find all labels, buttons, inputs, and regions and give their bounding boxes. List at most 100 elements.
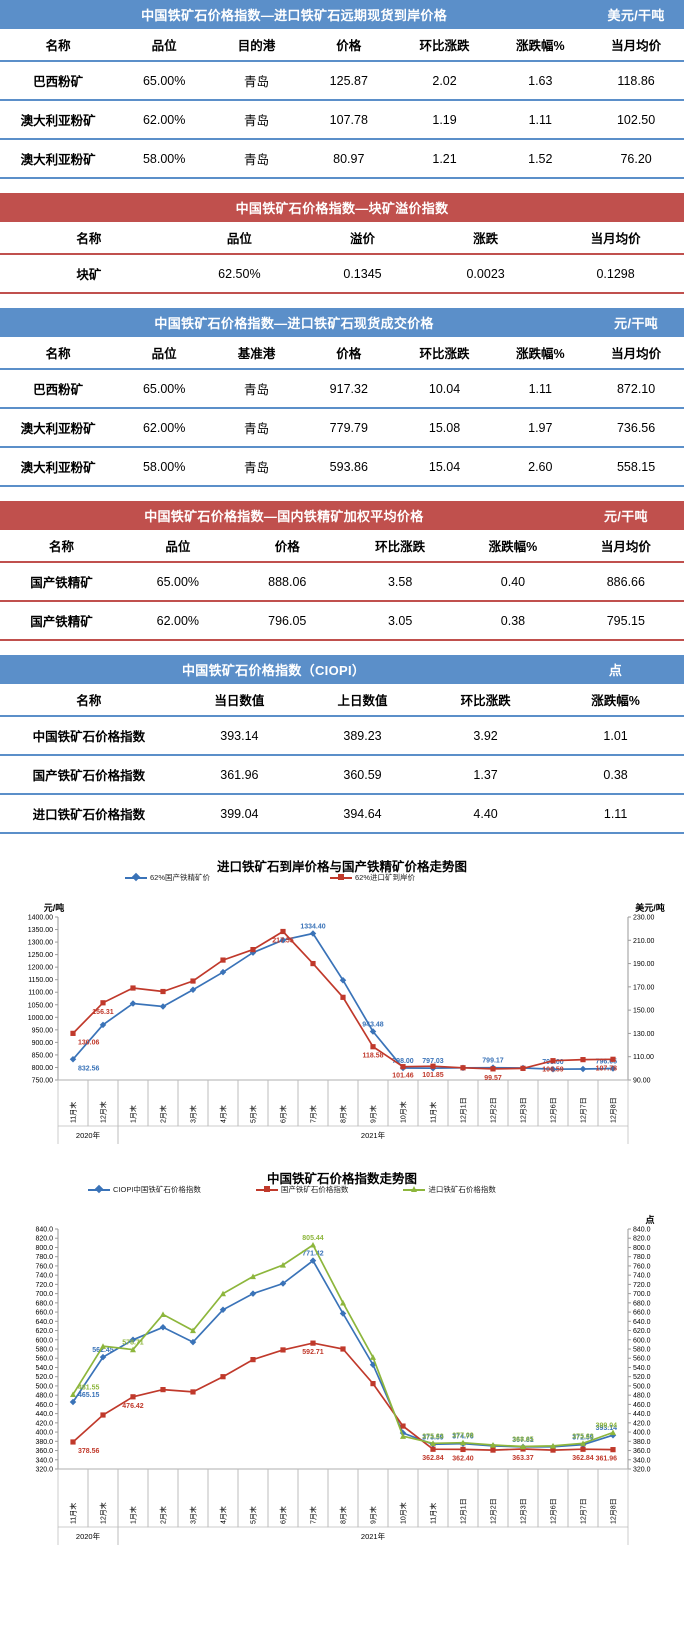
table-cell: 389.23 xyxy=(300,716,425,756)
table-cell: 558.15 xyxy=(588,447,684,487)
x-axis-category-label: 3月末 xyxy=(189,1506,198,1524)
legend-item[interactable]: 62%国产铁精矿价 xyxy=(125,872,210,883)
data-table-import-spot-trade-price: 中国铁矿石价格指数—进口铁矿石现货成交价格 元/干吨 名称 品位 基准港 价格 环比涨跌 涨跌… xyxy=(0,308,684,487)
y-axis-tick-label: 820.0 xyxy=(35,1236,53,1243)
data-point-label: 99.57 xyxy=(484,1075,502,1082)
legend-marker-icon xyxy=(255,1186,278,1192)
data-point-label: 796.05 xyxy=(596,1058,618,1065)
x-axis-category-label: 10月末 xyxy=(399,1502,408,1524)
x-axis-category-label: 12月6日 xyxy=(550,1097,558,1123)
y-axis-tick-label: 440.0 xyxy=(35,1411,53,1418)
y2-axis-tick-label: 170.00 xyxy=(633,984,655,991)
row-label: 巴西粉矿 xyxy=(0,369,117,409)
column-header: 基准港 xyxy=(212,337,301,370)
column-header: 涨跌幅% xyxy=(458,530,568,563)
x-axis-category-label: 12月7日 xyxy=(580,1097,588,1123)
data-point-label: 578.71 xyxy=(122,1340,144,1347)
table-cell: 795.15 xyxy=(567,601,684,641)
data-point-marker xyxy=(130,1346,136,1353)
table-unit-label: 点 xyxy=(547,655,684,684)
table-header-row: 名称 品位 溢价 涨跌 当月均价 xyxy=(0,222,684,255)
y-axis-tick-label: 740.0 xyxy=(35,1273,53,1280)
data-point-label: 118.58 xyxy=(362,1053,383,1060)
table-cell: 102.50 xyxy=(588,100,684,140)
x-axis-category-label: 7月末 xyxy=(309,1105,318,1123)
table-title-row: 中国铁矿石价格指数—进口铁矿石现货成交价格 元/干吨 xyxy=(0,308,684,337)
y-axis-tick-label: 540.0 xyxy=(35,1365,53,1372)
legend-label: 进口铁矿石价格指数 xyxy=(428,1185,496,1194)
table-cell: 1.11 xyxy=(492,369,589,409)
column-header: 当月均价 xyxy=(547,222,684,255)
data-point-label: 465.15 xyxy=(78,1392,100,1399)
row-label: 国产铁精矿 xyxy=(0,562,124,602)
series-line xyxy=(72,930,614,1070)
table-cell: 15.08 xyxy=(396,408,493,448)
y2-axis-tick-label: 110.00 xyxy=(633,1054,654,1061)
y2-axis-tick-label: 360.0 xyxy=(633,1448,651,1455)
y2-axis-tick-label: 580.0 xyxy=(633,1347,651,1354)
data-point-marker xyxy=(220,1290,226,1297)
legend-marker-icon xyxy=(403,1185,426,1192)
data-point-marker xyxy=(610,1429,616,1436)
data-point-marker xyxy=(610,1056,616,1062)
legend-item[interactable]: 进口铁矿石价格指数 xyxy=(403,1184,496,1195)
legend-item[interactable]: 62%进口矿到岸价 xyxy=(330,872,415,883)
y2-axis-tick-label: 230.00 xyxy=(633,915,655,922)
column-header: 名称 xyxy=(0,337,117,370)
table-cell: 0.1298 xyxy=(547,254,684,294)
x-axis-category-label: 11月末 xyxy=(69,1102,78,1123)
y-axis-tick-label: 660.0 xyxy=(35,1310,53,1317)
table-header-row: 名称 品位 价格 环比涨跌 涨跌幅% 当月均价 xyxy=(0,530,684,563)
data-point-label: 101.85 xyxy=(422,1072,444,1079)
table-cell: 399.04 xyxy=(177,794,301,834)
y-axis-tick-label: 1150.00 xyxy=(28,977,53,984)
table-row: 国产铁精矿 62.00% 796.05 3.05 0.38 795.15 xyxy=(0,601,684,641)
y-axis-tick-label: 1250.00 xyxy=(28,952,53,959)
chart-legend: CIOPI中国铁矿石价格指数 国产铁矿石价格指数 进口铁矿石价格指数 xyxy=(88,1184,496,1195)
table-title: 中国铁矿石价格指数—块矿溢价指数 xyxy=(0,193,684,222)
table-cell: 10.04 xyxy=(396,369,493,409)
x-axis-category-label: 12月7日 xyxy=(580,1498,588,1524)
y2-axis-tick-label: 680.0 xyxy=(633,1300,651,1307)
data-point-marker xyxy=(70,1439,76,1445)
data-point-label: 377.09 xyxy=(452,1433,474,1440)
data-point-marker xyxy=(310,1340,316,1346)
table-cell: 888.06 xyxy=(232,562,342,602)
table-cell: 1.01 xyxy=(547,716,684,756)
x-axis-category-label: 6月末 xyxy=(279,1506,288,1524)
table-header-row: 名称 当日数值 上日数值 环比涨跌 涨跌幅% xyxy=(0,684,684,717)
y2-axis-tick-label: 90.00 xyxy=(633,1078,651,1085)
y-axis-tick-label: 760.0 xyxy=(35,1263,53,1270)
legend-item[interactable]: CIOPI中国铁矿石价格指数 xyxy=(88,1184,201,1195)
row-label: 巴西粉矿 xyxy=(0,61,117,101)
data-point-label: 771.42 xyxy=(302,1251,324,1258)
column-header: 名称 xyxy=(0,222,178,255)
data-point-label: 797.03 xyxy=(422,1058,444,1065)
data-point-marker xyxy=(490,1066,496,1072)
data-point-label: 592.71 xyxy=(302,1349,324,1356)
data-point-label: 367.81 xyxy=(512,1437,534,1444)
table-cell: 80.97 xyxy=(300,139,397,179)
data-point-label: 156.31 xyxy=(92,1009,114,1016)
data-point-marker xyxy=(160,1311,166,1317)
x-axis-category-label: 8月末 xyxy=(339,1105,348,1123)
table-row: 进口铁矿石价格指数 399.04 394.64 4.40 1.11 xyxy=(0,794,684,834)
x-axis-category-label: 2月末 xyxy=(159,1506,168,1524)
data-point-marker xyxy=(579,1065,587,1073)
x-axis-category-label: 6月末 xyxy=(279,1105,288,1123)
x-axis-category-label: 4月末 xyxy=(219,1506,228,1524)
table-unit-label: 美元/干吨 xyxy=(588,0,684,29)
y2-axis-tick-label: 320.0 xyxy=(633,1467,651,1474)
y-axis-tick-label: 520.0 xyxy=(35,1374,53,1381)
data-point-marker xyxy=(250,1357,256,1363)
chart-title: 中国铁矿石价格指数走势图 xyxy=(266,1172,417,1186)
y2-axis-tick-label: 210.00 xyxy=(633,938,655,945)
legend-item[interactable]: 国产铁矿石价格指数 xyxy=(255,1184,348,1195)
table-cell: 779.79 xyxy=(300,408,397,448)
y-axis-tick-label: 460.0 xyxy=(35,1402,53,1409)
x-axis-category-label: 11月末 xyxy=(429,1102,438,1123)
column-header: 名称 xyxy=(0,530,124,563)
table-row: 国产铁精矿 65.00% 888.06 3.58 0.40 886.66 xyxy=(0,562,684,602)
table-cell: 872.10 xyxy=(588,369,684,409)
x-axis-category-label: 1月末 xyxy=(129,1105,138,1123)
